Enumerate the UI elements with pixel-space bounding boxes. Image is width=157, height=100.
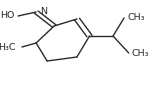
Text: N: N: [40, 6, 47, 16]
Text: HO: HO: [0, 10, 15, 20]
Text: H₃C: H₃C: [0, 42, 16, 52]
Text: CH₃: CH₃: [127, 12, 145, 22]
Text: CH₃: CH₃: [132, 50, 149, 58]
